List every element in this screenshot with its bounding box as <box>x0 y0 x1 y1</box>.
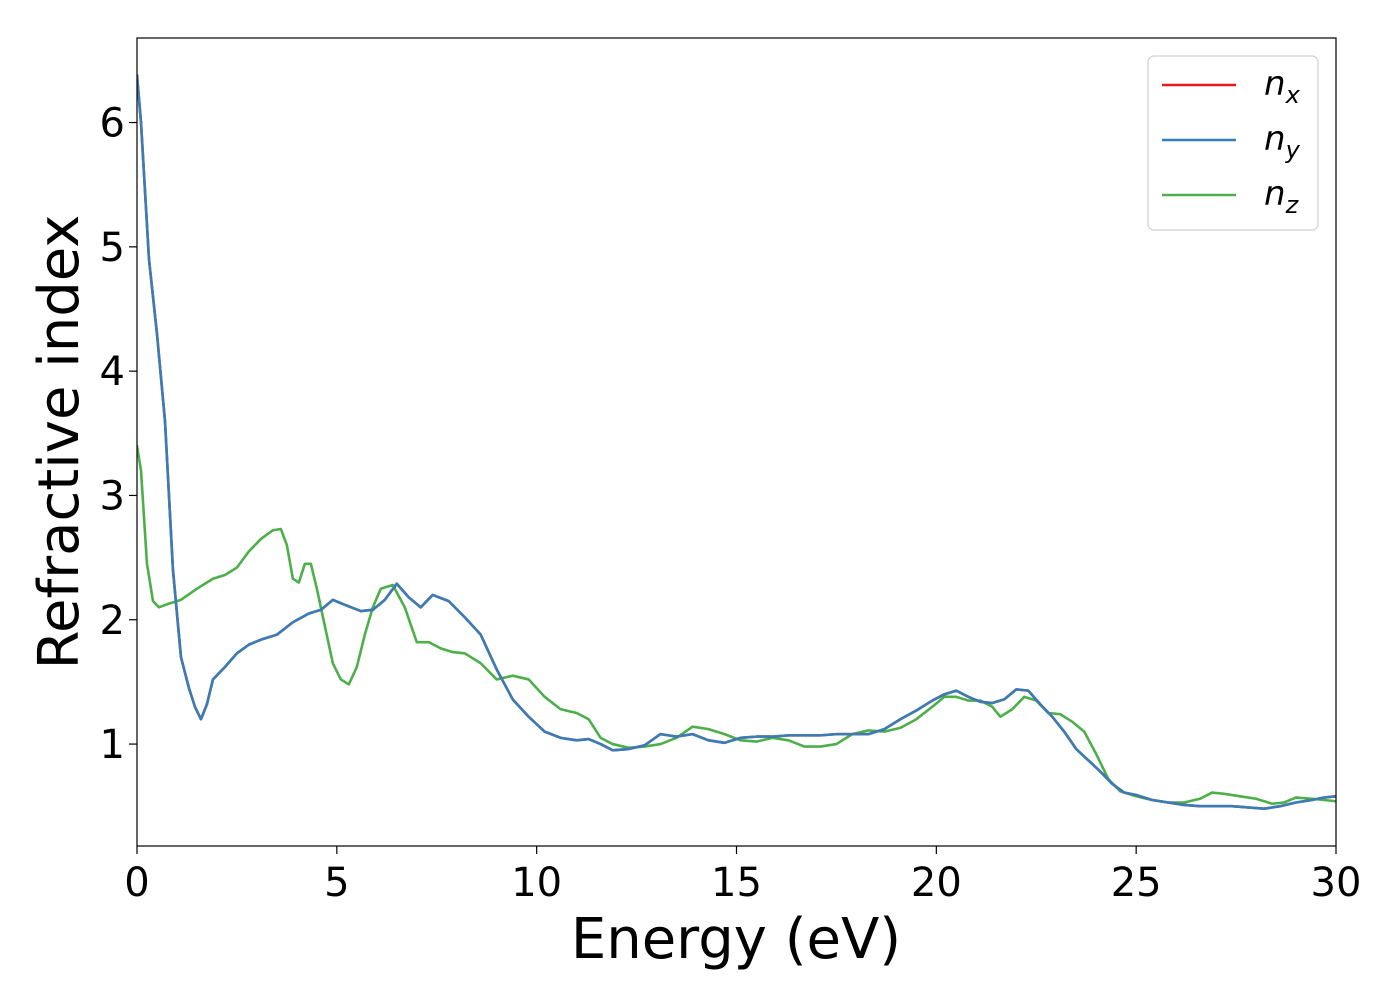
x-tick-label: 5 <box>324 860 349 906</box>
y-tick-label: 1 <box>100 722 125 768</box>
legend-label-y: ny <box>1264 119 1301 164</box>
x-tick-label: 15 <box>711 860 762 906</box>
y-axis-title: Refractive index <box>27 215 92 670</box>
x-tick-label: 0 <box>124 860 149 906</box>
series-line-y <box>137 73 1336 811</box>
y-tick-label: 3 <box>100 473 125 519</box>
legend-label-z: nz <box>1264 174 1300 219</box>
legend-label-x: nx <box>1264 64 1301 109</box>
x-tick-label: 10 <box>511 860 562 906</box>
y-tick-label: 2 <box>100 598 125 644</box>
legend: nx ny nz <box>1147 55 1319 231</box>
x-tick-label: 20 <box>911 860 962 906</box>
y-tick-label: 5 <box>100 225 125 271</box>
legend-box <box>1147 55 1319 231</box>
x-axis-title: Energy (eV) <box>571 907 901 972</box>
x-axis: 0 5 10 15 20 25 30 <box>124 846 1361 906</box>
y-tick-label: 6 <box>100 101 125 147</box>
y-axis: 1 2 3 4 5 6 <box>100 101 137 768</box>
x-tick-label: 25 <box>1111 860 1162 906</box>
x-tick-label: 30 <box>1311 860 1362 906</box>
y-tick-label: 4 <box>100 349 125 395</box>
series-layer <box>137 73 1336 811</box>
